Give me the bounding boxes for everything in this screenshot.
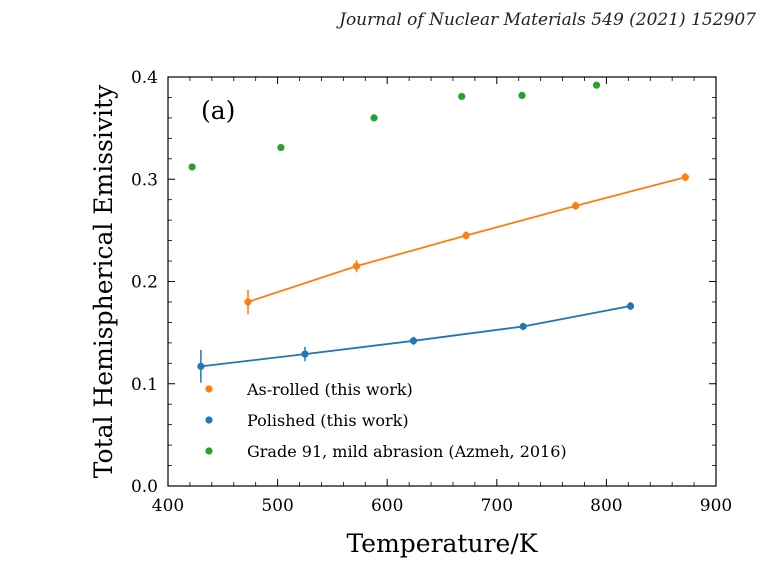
legend-marker	[205, 447, 213, 455]
x-tick-label: 700	[481, 496, 513, 516]
journal-citation: Journal of Nuclear Materials 549 (2021) …	[339, 10, 756, 30]
series-1	[197, 301, 635, 383]
data-point	[519, 322, 527, 331]
legend-marker	[205, 385, 213, 393]
data-point	[592, 81, 601, 89]
x-tick-label: 400	[152, 496, 184, 516]
series-2	[188, 81, 601, 171]
y-tick-label: 0.3	[131, 170, 158, 190]
data-point	[409, 337, 418, 345]
x-tick-label: 500	[261, 496, 293, 516]
legend-entry: As-rolled (this work)	[246, 380, 413, 399]
x-axis-ticks: 400 500 600 700 800 900	[152, 77, 732, 516]
x-axis-label: Temperature/K	[347, 529, 539, 558]
legend: As-rolled (this work) Polished (this work…	[205, 380, 567, 461]
axes-frame	[167, 76, 717, 487]
x-tick-label: 600	[371, 496, 403, 516]
data-point	[518, 91, 526, 100]
x-tick-label: 900	[700, 496, 732, 516]
y-axis-label: Total Hemispherical Emissivity	[89, 84, 118, 478]
y-axis-ticks: 0.0 0.1 0.2 0.3 0.4	[131, 68, 716, 497]
data-point	[572, 202, 580, 210]
data-point	[244, 298, 252, 306]
data-point	[188, 163, 196, 171]
x-tick-label: 800	[590, 496, 622, 516]
series-line	[200, 305, 631, 368]
y-tick-label: 0.4	[131, 68, 158, 88]
legend-entry: Grade 91, mild abrasion (Azmeh, 2016)	[247, 442, 567, 461]
data-point	[681, 173, 689, 181]
data-point	[352, 262, 361, 270]
data-point	[462, 231, 470, 240]
y-tick-label: 0.2	[131, 273, 158, 293]
data-point	[626, 302, 635, 310]
data-point	[301, 350, 309, 358]
data-point	[197, 362, 205, 370]
y-tick-label: 0.0	[131, 477, 158, 497]
series-layer	[188, 81, 689, 383]
panel-label: (a)	[201, 96, 235, 125]
y-tick-label: 0.1	[131, 375, 158, 395]
data-point	[370, 114, 378, 122]
data-point	[458, 92, 466, 101]
series-0	[244, 173, 689, 315]
legend-marker	[205, 416, 213, 424]
data-point	[277, 143, 285, 152]
series-line	[247, 176, 686, 303]
legend-entry: Polished (this work)	[247, 411, 409, 430]
